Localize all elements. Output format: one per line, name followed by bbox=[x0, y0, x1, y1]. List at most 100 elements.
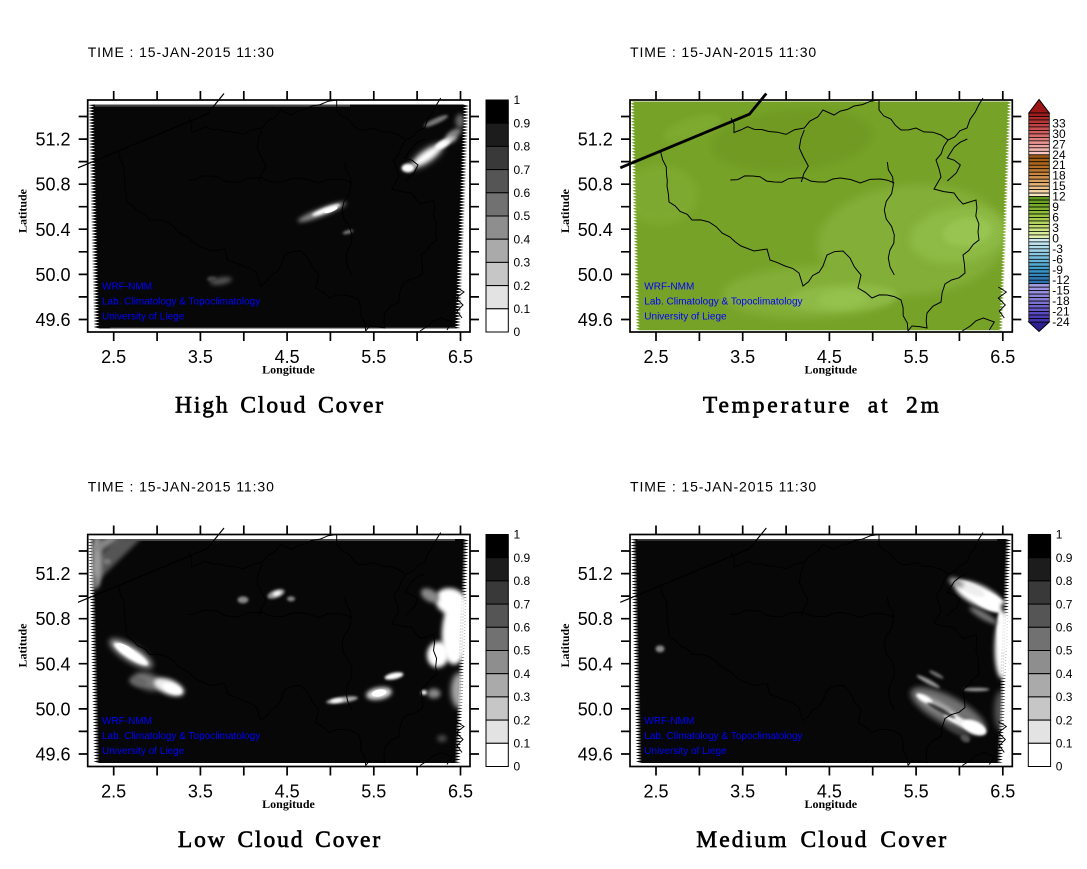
svg-text:4.5: 4.5 bbox=[275, 347, 300, 367]
svg-text:15: 15 bbox=[1052, 179, 1066, 193]
svg-text:50.8: 50.8 bbox=[35, 175, 70, 195]
svg-text:-24: -24 bbox=[1052, 315, 1070, 329]
svg-text:50.4: 50.4 bbox=[35, 220, 70, 240]
svg-text:50.0: 50.0 bbox=[578, 699, 613, 719]
svg-text:0.5: 0.5 bbox=[1056, 644, 1073, 658]
svg-text:WRF-NMM: WRF-NMM bbox=[644, 716, 694, 727]
svg-text:Latitude: Latitude bbox=[16, 623, 30, 668]
svg-text:49.6: 49.6 bbox=[35, 310, 70, 330]
svg-text:0.4: 0.4 bbox=[514, 667, 531, 681]
svg-text:-9: -9 bbox=[1052, 263, 1063, 277]
svg-text:4.5: 4.5 bbox=[275, 781, 300, 801]
svg-text:33: 33 bbox=[1052, 117, 1066, 131]
svg-text:50.8: 50.8 bbox=[35, 609, 70, 629]
svg-text:50.0: 50.0 bbox=[35, 265, 70, 285]
svg-text:0.9: 0.9 bbox=[514, 116, 531, 130]
svg-text:2.5: 2.5 bbox=[643, 781, 668, 801]
svg-text:-3: -3 bbox=[1052, 242, 1063, 256]
svg-text:0.1: 0.1 bbox=[514, 302, 531, 316]
svg-text:0.2: 0.2 bbox=[1056, 713, 1073, 727]
svg-text:6.5: 6.5 bbox=[448, 781, 473, 801]
svg-text:0.8: 0.8 bbox=[1056, 574, 1073, 588]
svg-text:12: 12 bbox=[1052, 190, 1066, 204]
svg-text:49.6: 49.6 bbox=[578, 744, 613, 764]
svg-text:0: 0 bbox=[514, 325, 521, 339]
svg-text:0.8: 0.8 bbox=[514, 574, 531, 588]
svg-text:0.2: 0.2 bbox=[514, 713, 531, 727]
svg-text:5.5: 5.5 bbox=[904, 781, 929, 801]
svg-text:Temperature at 2m: Temperature at 2m bbox=[703, 393, 942, 419]
svg-text:3.5: 3.5 bbox=[188, 347, 213, 367]
svg-text:0.6: 0.6 bbox=[514, 621, 531, 635]
svg-text:0.6: 0.6 bbox=[514, 186, 531, 200]
svg-text:51.2: 51.2 bbox=[578, 130, 613, 150]
svg-text:30: 30 bbox=[1052, 127, 1066, 141]
svg-text:21: 21 bbox=[1052, 158, 1066, 172]
svg-text:1: 1 bbox=[514, 528, 521, 542]
svg-text:-21: -21 bbox=[1052, 305, 1070, 319]
svg-text:0.9: 0.9 bbox=[1056, 551, 1073, 565]
svg-text:51.2: 51.2 bbox=[35, 130, 70, 150]
svg-text:6.5: 6.5 bbox=[990, 781, 1015, 801]
svg-text:TIME : 15-JAN-2015 11:30: TIME : 15-JAN-2015 11:30 bbox=[88, 479, 275, 495]
svg-text:2.5: 2.5 bbox=[101, 347, 126, 367]
svg-text:University of Liege: University of Liege bbox=[644, 312, 727, 323]
svg-text:4.5: 4.5 bbox=[817, 781, 842, 801]
svg-text:50.4: 50.4 bbox=[35, 654, 70, 674]
svg-text:-12: -12 bbox=[1052, 273, 1070, 287]
svg-text:-15: -15 bbox=[1052, 284, 1070, 298]
svg-text:0.7: 0.7 bbox=[514, 597, 531, 611]
svg-text:50.8: 50.8 bbox=[578, 175, 613, 195]
svg-text:0.4: 0.4 bbox=[1056, 667, 1073, 681]
svg-text:Longitude: Longitude bbox=[262, 363, 315, 377]
svg-text:Longitude: Longitude bbox=[262, 797, 315, 811]
svg-text:51.2: 51.2 bbox=[35, 564, 70, 584]
svg-text:24: 24 bbox=[1052, 148, 1066, 162]
svg-text:0.5: 0.5 bbox=[514, 209, 531, 223]
svg-text:University of Liege: University of Liege bbox=[102, 746, 185, 757]
svg-text:Lab. Climatology & Topoclimato: Lab. Climatology & Topoclimatology bbox=[644, 731, 802, 742]
svg-text:5.5: 5.5 bbox=[361, 347, 386, 367]
svg-text:Latitude: Latitude bbox=[16, 188, 30, 233]
svg-text:0.6: 0.6 bbox=[1056, 621, 1073, 635]
svg-text:0.4: 0.4 bbox=[514, 232, 531, 246]
svg-text:2.5: 2.5 bbox=[101, 781, 126, 801]
svg-text:2.5: 2.5 bbox=[643, 347, 668, 367]
svg-text:0.7: 0.7 bbox=[1056, 597, 1073, 611]
svg-text:51.2: 51.2 bbox=[578, 564, 613, 584]
svg-text:0.2: 0.2 bbox=[514, 279, 531, 293]
svg-text:1: 1 bbox=[1056, 528, 1063, 542]
svg-text:0.3: 0.3 bbox=[514, 256, 531, 270]
svg-text:0.5: 0.5 bbox=[514, 644, 531, 658]
svg-text:0.9: 0.9 bbox=[514, 551, 531, 565]
svg-text:50.0: 50.0 bbox=[35, 699, 70, 719]
svg-text:Low Cloud Cover: Low Cloud Cover bbox=[178, 827, 382, 853]
svg-text:4.5: 4.5 bbox=[817, 347, 842, 367]
svg-text:50.0: 50.0 bbox=[578, 265, 613, 285]
svg-text:0.8: 0.8 bbox=[514, 140, 531, 154]
svg-text:0.3: 0.3 bbox=[1056, 690, 1073, 704]
svg-text:50.8: 50.8 bbox=[578, 609, 613, 629]
svg-text:0: 0 bbox=[1056, 760, 1063, 774]
svg-text:50.4: 50.4 bbox=[578, 654, 613, 674]
svg-text:Longitude: Longitude bbox=[804, 363, 857, 377]
svg-text:0: 0 bbox=[1052, 231, 1059, 245]
svg-text:3.5: 3.5 bbox=[730, 347, 755, 367]
svg-text:9: 9 bbox=[1052, 200, 1059, 214]
svg-text:Latitude: Latitude bbox=[558, 623, 572, 668]
svg-text:0.1: 0.1 bbox=[1056, 737, 1073, 751]
svg-text:27: 27 bbox=[1052, 137, 1066, 151]
svg-text:5.5: 5.5 bbox=[904, 347, 929, 367]
svg-text:3.5: 3.5 bbox=[730, 781, 755, 801]
svg-text:3: 3 bbox=[1052, 221, 1059, 235]
svg-text:Medium Cloud Cover: Medium Cloud Cover bbox=[696, 827, 948, 853]
svg-text:Latitude: Latitude bbox=[558, 188, 572, 233]
svg-text:Lab. Climatology & Topoclimato: Lab. Climatology & Topoclimatology bbox=[102, 297, 260, 308]
svg-text:0.7: 0.7 bbox=[514, 163, 531, 177]
svg-text:WRF-NMM: WRF-NMM bbox=[102, 716, 152, 727]
svg-text:Lab. Climatology & Topoclimato: Lab. Climatology & Topoclimatology bbox=[102, 731, 260, 742]
svg-text:Lab. Climatology & Topoclimato: Lab. Climatology & Topoclimatology bbox=[644, 297, 802, 308]
svg-text:-6: -6 bbox=[1052, 252, 1063, 266]
svg-text:6: 6 bbox=[1052, 211, 1059, 225]
svg-text:TIME : 15-JAN-2015 11:30: TIME : 15-JAN-2015 11:30 bbox=[630, 44, 817, 60]
